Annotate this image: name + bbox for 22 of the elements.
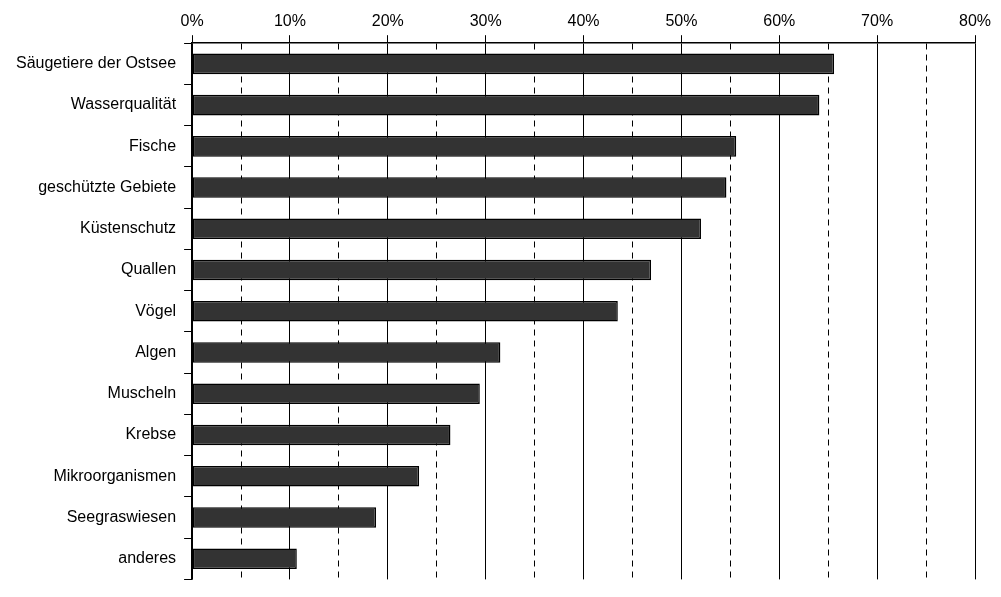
- x-tick-label: 40%: [567, 12, 600, 30]
- y-tick-label: Mikroorganismen: [53, 466, 177, 484]
- y-tick-label: Algen: [135, 342, 177, 360]
- y-tick-label: Fische: [128, 136, 177, 154]
- y-tick-label: Säugetiere der Ostsee: [16, 54, 177, 72]
- x-tick-label: 70%: [861, 12, 894, 30]
- y-tick-label: Quallen: [120, 260, 177, 278]
- x-tick-label: 0%: [180, 12, 204, 30]
- x-tick-label: 50%: [665, 12, 698, 30]
- y-tick-label: Muscheln: [107, 384, 177, 402]
- y-tick-label: Wasserqualität: [70, 95, 177, 113]
- x-tick-label: 60%: [763, 12, 796, 30]
- x-tick-label: 30%: [469, 12, 502, 30]
- x-tick-label: 20%: [371, 12, 404, 30]
- y-tick-label: Küstenschutz: [80, 219, 177, 237]
- x-tick-label: 10%: [273, 12, 306, 30]
- y-tick-label: Seegraswiesen: [66, 507, 177, 525]
- y-tick-label: Krebse: [125, 425, 177, 443]
- x-tick-label: 80%: [958, 12, 992, 30]
- y-tick-label: anderes: [118, 549, 177, 567]
- y-tick-label: Vögel: [135, 301, 177, 319]
- y-tick-label: geschützte Gebiete: [38, 177, 177, 195]
